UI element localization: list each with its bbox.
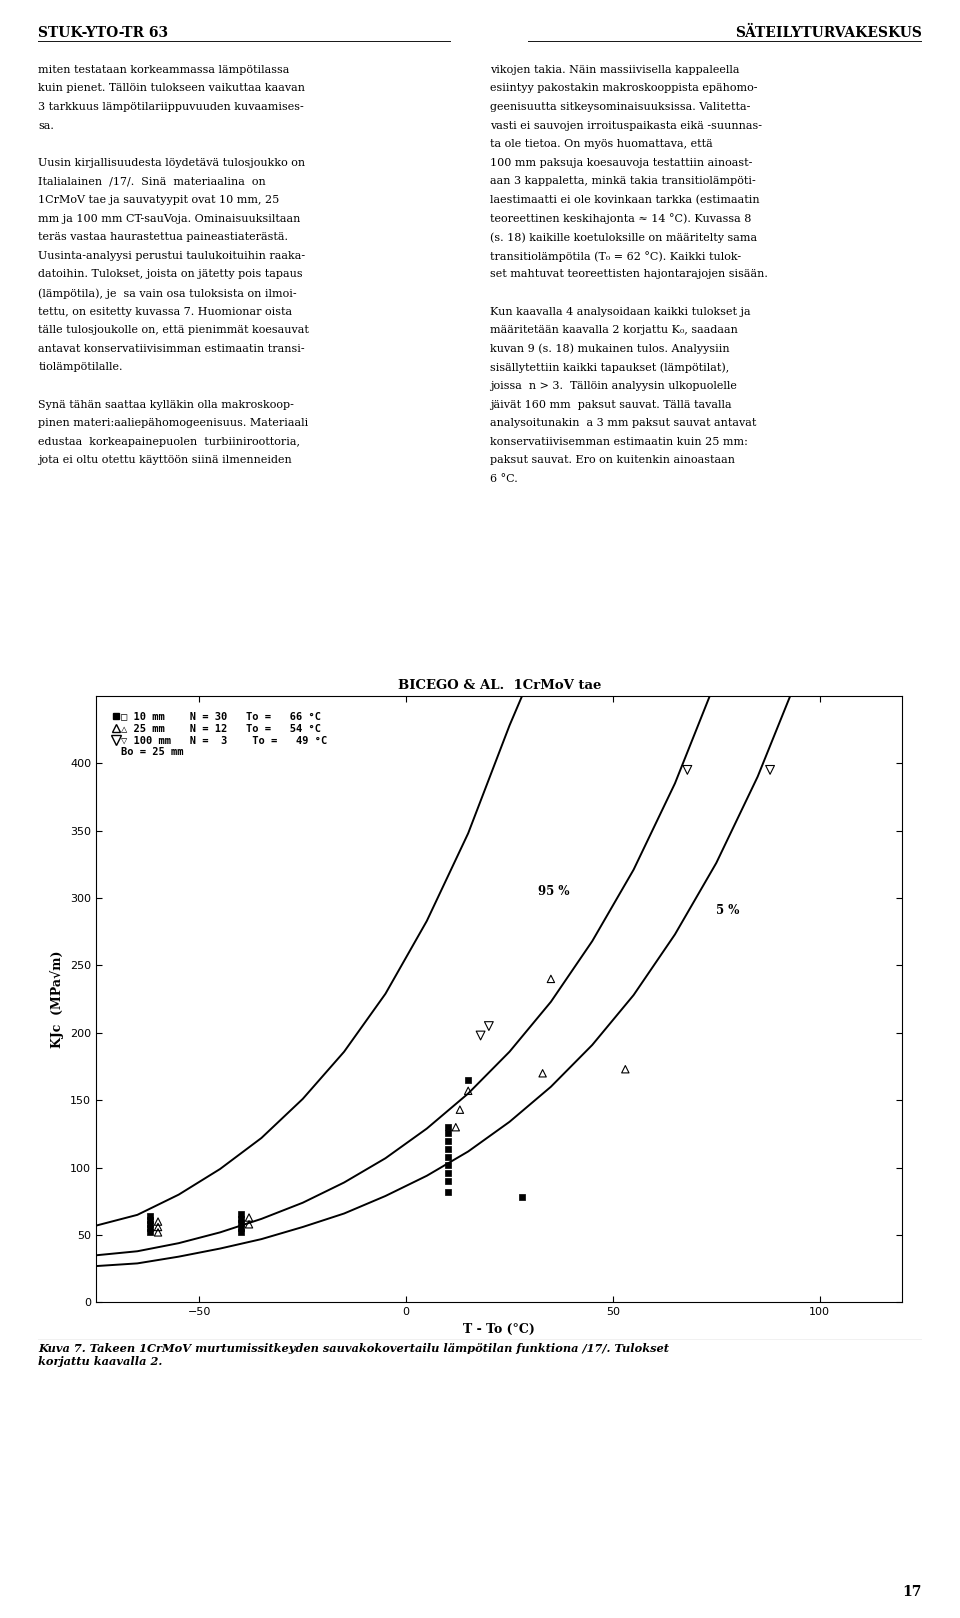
Text: esiintyy pakostakin makroskooppista epähomo-: esiintyy pakostakin makroskooppista epäh… [490,84,757,94]
Point [233,1220,249,1246]
Text: kuvan 9 (s. 18) mukainen tulos. Analyysiin: kuvan 9 (s. 18) mukainen tulos. Analyysi… [490,345,730,354]
Text: teräs vastaa haurastettua paineastiaterästä.: teräs vastaa haurastettua paineastiaterä… [38,233,288,243]
Point [515,1184,530,1210]
Text: set mahtuvat teoreettisten hajontarajojen sisään.: set mahtuvat teoreettisten hajontarajoje… [490,270,767,280]
Point [151,1209,166,1235]
Text: miten testataan korkeammassa lämpötilassa: miten testataan korkeammassa lämpötilass… [38,65,290,74]
Point [440,1144,455,1170]
Text: geenisuutta sitkeysominaisuuksissa. Valitetta-: geenisuutta sitkeysominaisuuksissa. Vali… [490,102,750,112]
Text: vikojen takia. Näin massiivisella kappaleella: vikojen takia. Näin massiivisella kappal… [490,65,739,74]
Point [233,1215,249,1241]
Point [142,1207,157,1233]
Point [543,966,559,992]
Text: tälle tulosjoukolle on, että pienimmät koesauvat: tälle tulosjoukolle on, että pienimmät k… [38,325,309,335]
Text: laestimaatti ei ole kovinkaan tarkka (estimaatin: laestimaatti ei ole kovinkaan tarkka (es… [490,196,759,205]
Point [440,1152,455,1178]
Text: paksut sauvat. Ero on kuitenkin ainoastaan: paksut sauvat. Ero on kuitenkin ainoasta… [490,456,734,466]
Point [151,1220,166,1246]
Point [535,1060,550,1086]
Text: vasti ei sauvojen irroituspaikasta eikä -suunnas-: vasti ei sauvojen irroituspaikasta eikä … [490,121,761,131]
Point [233,1205,249,1231]
Point [461,1068,476,1094]
Text: 95 %: 95 % [539,885,570,898]
Point [473,1023,489,1048]
Text: mm ja 100 mm CT-sauVoja. Ominaisuuksiltaan: mm ja 100 mm CT-sauVoja. Ominaisuuksilta… [38,214,300,223]
Text: jäivät 160 mm  paksut sauvat. Tällä tavalla: jäivät 160 mm paksut sauvat. Tällä taval… [490,400,732,409]
Text: Italialainen  /17/.  Sinä  materiaalina  on: Italialainen /17/. Sinä materiaalina on [38,176,266,186]
Point [142,1220,157,1246]
Text: analysoitunakin  a 3 mm paksut sauvat antavat: analysoitunakin a 3 mm paksut sauvat ant… [490,419,756,429]
X-axis label: T - To (°C): T - To (°C) [464,1324,535,1336]
Text: transitiolämpötila (T₀ = 62 °C). Kaikki tulok-: transitiolämpötila (T₀ = 62 °C). Kaikki … [490,251,741,262]
Point [142,1212,157,1238]
Point [481,1013,496,1039]
Text: 6 °C.: 6 °C. [490,474,517,484]
Text: teoreettinen keskihajonta ≈ 14 °C). Kuvassa 8: teoreettinen keskihajonta ≈ 14 °C). Kuva… [490,214,751,225]
Text: Uusinta-analyysi perustui taulukoituihin raaka-: Uusinta-analyysi perustui taulukoituihin… [38,251,305,260]
Text: (lämpötila), je  sa vain osa tuloksista on ilmoi-: (lämpötila), je sa vain osa tuloksista o… [38,288,297,299]
Point [617,1057,633,1082]
Point [440,1160,455,1186]
Text: edustaa  korkeapainepuolen  turbiiniroottoria,: edustaa korkeapainepuolen turbiinirootto… [38,437,300,447]
Point [461,1078,476,1103]
Point [440,1120,455,1146]
Text: Uusin kirjallisuudesta löydetävä tulosjoukko on: Uusin kirjallisuudesta löydetävä tulosjo… [38,159,305,168]
Point [233,1210,249,1236]
Point [142,1215,157,1241]
Text: tettu, on esitetty kuvassa 7. Huomionar oista: tettu, on esitetty kuvassa 7. Huomionar … [38,307,293,317]
Text: datoihin. Tulokset, joista on jätetty pois tapaus: datoihin. Tulokset, joista on jätetty po… [38,270,303,280]
Point [452,1097,468,1123]
Point [151,1214,166,1239]
Text: antavat konservatiivisimman estimaatin transi-: antavat konservatiivisimman estimaatin t… [38,345,305,354]
Text: 3 tarkkuus lämpötilariippuvuuden kuvaamises-: 3 tarkkuus lämpötilariippuvuuden kuvaami… [38,102,304,112]
Text: joissa  n > 3.  Tällöin analyysin ulkopuolelle: joissa n > 3. Tällöin analyysin ulkopuol… [490,382,736,392]
Text: Kuva 7. Takeen 1CrMoV murtumissitkeyden sauvakokovertailu lämpötilan funktiona /: Kuva 7. Takeen 1CrMoV murtumissitkeyden … [38,1343,669,1367]
Text: aan 3 kappaletta, minkä takia transitiolämpöti-: aan 3 kappaletta, minkä takia transitiol… [490,176,756,186]
Text: määritetään kaavalla 2 korjattu K₀, saadaan: määritetään kaavalla 2 korjattu K₀, saad… [490,325,737,335]
Point [233,1201,249,1226]
Text: ta ole tietoa. On myös huomattava, että: ta ole tietoa. On myös huomattava, että [490,139,712,149]
Text: sa.: sa. [38,121,55,131]
Text: kuin pienet. Tällöin tulokseen vaikuttaa kaavan: kuin pienet. Tällöin tulokseen vaikuttaa… [38,84,305,94]
Point [142,1204,157,1230]
Text: 1CrMoV tae ja sauvatyypit ovat 10 mm, 25: 1CrMoV tae ja sauvatyypit ovat 10 mm, 25 [38,196,279,205]
Point [762,757,778,783]
Point [241,1212,256,1238]
Point [440,1168,455,1194]
Point [440,1115,455,1141]
Text: Synä tähän saattaa kylläkin olla makroskoop-: Synä tähän saattaa kylläkin olla makrosk… [38,400,295,409]
Text: Kun kaavalla 4 analysoidaan kaikki tulokset ja: Kun kaavalla 4 analysoidaan kaikki tulok… [490,307,750,317]
Text: 5 %: 5 % [716,904,740,917]
Text: konservatiivisemman estimaatin kuin 25 mm:: konservatiivisemman estimaatin kuin 25 m… [490,437,748,447]
Y-axis label: KJc  (MPa√m): KJc (MPa√m) [51,950,64,1048]
Text: tiolämpötilalle.: tiolämpötilalle. [38,362,123,372]
Point [448,1115,464,1141]
Text: SÄTEILYTURVAKESKUS: SÄTEILYTURVAKESKUS [734,26,922,40]
Point [440,1180,455,1205]
Point [680,757,695,783]
Text: 100 mm paksuja koesauvoja testattiin ainoast-: 100 mm paksuja koesauvoja testattiin ain… [490,159,752,168]
Point [440,1136,455,1162]
Point [241,1204,256,1230]
Text: (s. 18) kaikille koetuloksille on määritelty sama: (s. 18) kaikille koetuloksille on määrit… [490,233,756,243]
Legend: □ 10 mm    N = 30   To =   66 °C, △ 25 mm    N = 12   To =   54 °C, ▽ 100 mm   N: □ 10 mm N = 30 To = 66 °C, △ 25 mm N = 1… [109,707,331,762]
Point [440,1128,455,1154]
Text: pinen materi:aaliepähomogeenisuus. Materiaali: pinen materi:aaliepähomogeenisuus. Mater… [38,419,309,429]
Text: sisällytettiin kaikki tapaukset (lämpötilat),: sisällytettiin kaikki tapaukset (lämpöti… [490,362,729,374]
Text: jota ei oltu otettu käyttöön siinä ilmenneiden: jota ei oltu otettu käyttöön siinä ilmen… [38,456,292,466]
Text: STUK-YTO-TR 63: STUK-YTO-TR 63 [38,26,169,40]
Title: BICEGO & AL.  1CrMoV tae: BICEGO & AL. 1CrMoV tae [397,680,601,693]
Text: 17: 17 [902,1584,922,1599]
